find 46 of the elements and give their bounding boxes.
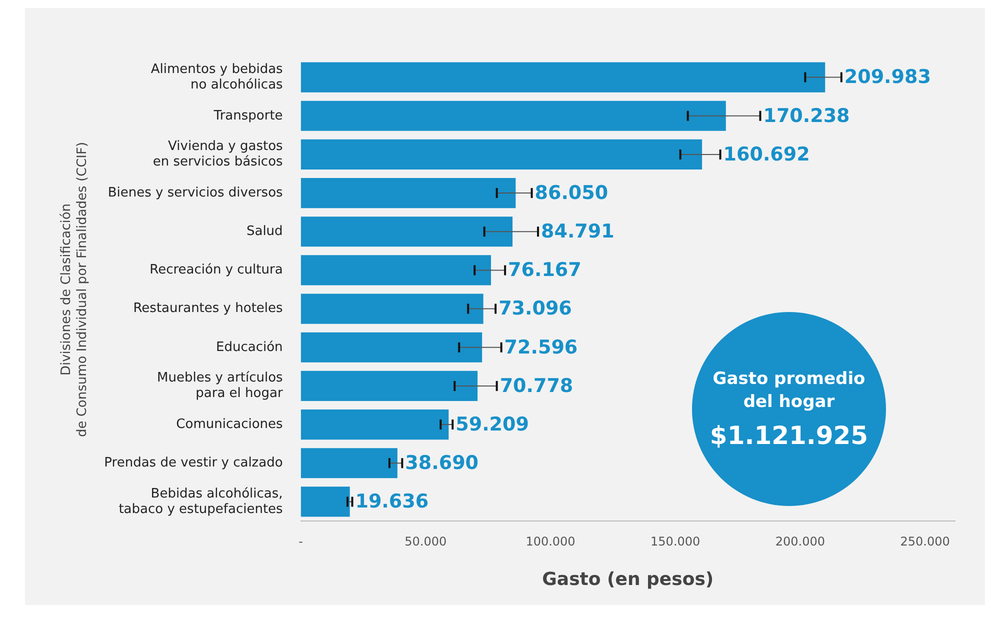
- bar: [300, 216, 513, 247]
- annotation: Gasto promedio del hogar: [712, 368, 866, 414]
- bar: [300, 486, 350, 517]
- data-label: 86.050: [534, 182, 608, 204]
- bar: [300, 178, 516, 208]
- y-tick-label: Bebidas alcohólicas, tabaco y estupefacientes: [118, 486, 284, 517]
- bar: [300, 294, 484, 324]
- annotation: $1.121.925: [710, 421, 868, 450]
- bar: [300, 448, 398, 478]
- x-tick-label: 250.000: [900, 534, 950, 548]
- x-axis-title: Gasto (en pesos): [542, 568, 714, 590]
- bar: [300, 370, 478, 402]
- y-tick-label: Prendas de vestir y calzado: [104, 456, 283, 470]
- data-label: 72.596: [504, 336, 578, 358]
- data-label: 38.690: [405, 452, 479, 474]
- data-label: 76.167: [508, 259, 582, 282]
- bar: [300, 62, 826, 92]
- y-tick-label: Muebles y artículos para el hogar: [157, 370, 284, 402]
- bar: [300, 332, 482, 362]
- data-label: 170.238: [763, 104, 850, 127]
- data-label: 73.096: [498, 298, 572, 320]
- x-tick-label: 150.000: [650, 534, 700, 548]
- data-label: 59.209: [456, 413, 529, 436]
- data-label: 84.791: [541, 220, 614, 243]
- y-axis-title: Divisiones de Clasificación de Consumo Individual por Finalidades (CCIF): [59, 142, 90, 438]
- y-tick-label: Alimentos y bebidas no alcohólicas: [150, 62, 284, 92]
- y-tick-label: Restaurantes y hoteles: [133, 301, 284, 316]
- y-tick-label: Comunicaciones: [176, 416, 284, 432]
- bar: [300, 255, 491, 286]
- y-tick-label: Bienes y servicios diversos: [108, 185, 284, 200]
- data-label: 209.983: [844, 66, 931, 88]
- y-tick-label: Educación: [216, 340, 283, 355]
- data-label: 70.778: [500, 374, 574, 397]
- y-tick-label: Recreación y cultura: [150, 262, 283, 278]
- y-tick-label: Transporte: [212, 108, 283, 124]
- x-tick-label: 50.000: [404, 534, 447, 548]
- y-tick-label: Salud: [246, 224, 283, 239]
- x-tick-label: -: [298, 534, 303, 548]
- data-label: 160.692: [723, 143, 810, 166]
- x-tick-label: 100.000: [526, 534, 576, 548]
- x-tick-label: 200.000: [775, 534, 826, 548]
- bar: [300, 100, 726, 131]
- bar: [300, 409, 449, 440]
- bar: [300, 139, 702, 170]
- y-tick-label: Vivienda y gastos en servicios básicos: [152, 139, 284, 170]
- data-label: 19.636: [355, 490, 429, 513]
